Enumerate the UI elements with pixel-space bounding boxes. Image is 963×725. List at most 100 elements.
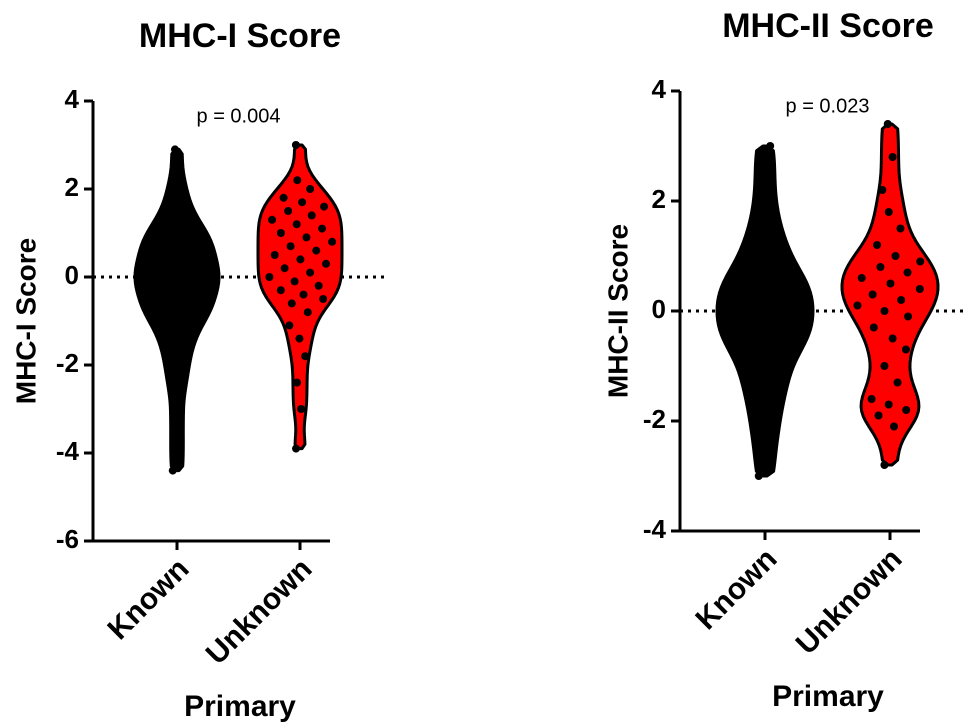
data-point xyxy=(162,237,171,246)
data-point xyxy=(869,323,878,332)
data-point xyxy=(763,444,772,453)
data-point xyxy=(290,277,299,286)
y-tick-label: -2 xyxy=(643,404,666,434)
data-point xyxy=(857,274,866,282)
data-point xyxy=(174,176,183,185)
data-point xyxy=(874,411,883,420)
x-tick-label: Known xyxy=(102,552,196,646)
data-point xyxy=(754,323,763,332)
data-point xyxy=(790,301,799,310)
data-point xyxy=(268,215,277,224)
data-point xyxy=(301,352,310,361)
data-point xyxy=(791,274,800,282)
data-point xyxy=(293,378,302,387)
data-point xyxy=(279,193,288,202)
x-tick-label: Unknown xyxy=(790,542,909,661)
data-point xyxy=(769,367,778,376)
data-point xyxy=(276,286,285,295)
data-point xyxy=(725,318,734,326)
y-tick-label: 4 xyxy=(652,74,667,104)
data-point xyxy=(328,237,337,246)
violin xyxy=(715,144,815,478)
data-point xyxy=(297,405,306,413)
data-point xyxy=(752,356,761,365)
data-point xyxy=(194,233,203,242)
data-point xyxy=(170,413,179,422)
violin xyxy=(256,143,344,451)
data-point xyxy=(743,307,752,315)
y-tick-label: 0 xyxy=(65,260,79,290)
data-point xyxy=(312,246,321,255)
y-axis-label: MHC-II Score xyxy=(602,224,633,398)
y-tick-label: 0 xyxy=(652,294,666,324)
data-point xyxy=(883,120,892,128)
data-point xyxy=(747,257,756,266)
y-tick-label: 4 xyxy=(65,84,80,114)
data-point xyxy=(733,290,742,299)
data-point xyxy=(754,472,763,480)
data-point xyxy=(320,202,329,211)
data-point xyxy=(757,169,766,178)
data-point xyxy=(280,264,289,273)
data-point xyxy=(868,290,877,299)
y-tick-label: 2 xyxy=(65,172,79,202)
data-point xyxy=(169,251,178,259)
data-point xyxy=(306,268,315,277)
data-point xyxy=(322,259,331,268)
data-point xyxy=(884,208,893,216)
data-point xyxy=(172,369,181,378)
data-point xyxy=(163,193,172,202)
data-point xyxy=(157,224,166,233)
data-point xyxy=(884,400,893,409)
data-point xyxy=(286,242,295,251)
data-point xyxy=(853,301,862,310)
data-point xyxy=(761,296,770,304)
data-point xyxy=(173,281,182,290)
data-point xyxy=(889,422,898,431)
data-point xyxy=(764,340,773,348)
x-tick-label: Unknown xyxy=(200,552,319,671)
data-point xyxy=(896,224,905,233)
y-tick-label: 2 xyxy=(652,184,666,214)
data-point xyxy=(147,246,156,255)
data-point xyxy=(880,307,889,315)
data-point xyxy=(880,461,889,469)
data-point xyxy=(276,229,285,237)
data-point xyxy=(189,273,198,281)
annotation: p = 0.004 xyxy=(197,105,281,127)
data-point xyxy=(764,197,773,205)
data-point xyxy=(901,345,910,354)
data-point xyxy=(886,279,895,288)
data-point xyxy=(876,263,885,271)
data-point xyxy=(772,312,781,321)
data-point xyxy=(739,334,748,343)
data-point xyxy=(147,277,156,286)
data-point xyxy=(891,252,900,260)
data-point xyxy=(296,255,305,264)
data-point xyxy=(295,334,304,343)
data-point xyxy=(194,255,203,264)
data-point xyxy=(754,422,763,431)
data-point xyxy=(178,343,187,352)
data-point xyxy=(314,281,323,290)
data-point xyxy=(778,285,787,293)
data-point xyxy=(167,334,176,343)
x-tick-label: Known xyxy=(690,542,784,636)
data-point xyxy=(284,207,293,215)
chart-title: MHC-II Score xyxy=(722,7,934,45)
data-point xyxy=(168,303,177,312)
data-point xyxy=(750,219,759,227)
data-point xyxy=(302,233,311,242)
data-point xyxy=(198,286,207,295)
data-point xyxy=(287,299,296,308)
y-axis-label: MHC-I Score xyxy=(10,238,41,404)
data-point xyxy=(751,279,760,288)
data-point xyxy=(319,295,328,303)
data-point xyxy=(285,321,294,330)
data-point xyxy=(171,145,180,154)
data-point xyxy=(177,387,186,396)
data-point xyxy=(170,207,179,215)
data-point xyxy=(157,312,166,321)
data-point xyxy=(902,406,911,414)
